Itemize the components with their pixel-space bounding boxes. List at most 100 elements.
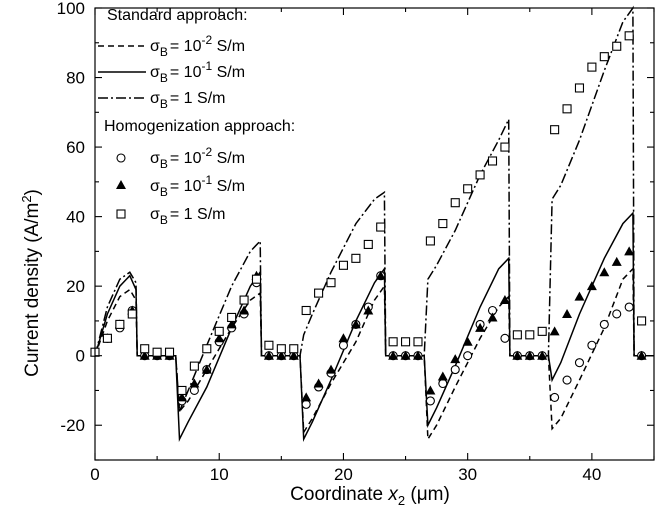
data-point-circle — [338, 340, 348, 350]
data-point-triangle — [338, 333, 349, 343]
x-tick-label: 0 — [90, 465, 99, 484]
data-point-square — [525, 330, 535, 340]
data-point-triangle — [276, 350, 287, 360]
series-line-dashdot — [94, 5, 654, 412]
x-tick-label: 10 — [210, 465, 229, 484]
data-point-triangle — [624, 246, 635, 256]
legend-entry-std-3: σB = 1 S/m — [150, 90, 225, 111]
data-point-square — [164, 347, 175, 357]
data-point-square — [338, 260, 348, 270]
data-point-square — [550, 125, 560, 135]
data-point-square — [326, 278, 336, 288]
data-point-circle — [463, 351, 473, 361]
data-point-square — [637, 316, 647, 326]
data-point-triangle — [363, 305, 374, 315]
y-tick-label: 60 — [66, 138, 85, 157]
axes: 0 10 20 30 40 -20 0 20 40 60 80 100 — [57, 0, 655, 484]
data-point-square — [388, 337, 398, 347]
legend-marker-circle — [116, 153, 126, 163]
data-point-square — [127, 309, 137, 319]
data-point-circle — [562, 375, 572, 385]
data-point-square — [438, 219, 448, 229]
data-point-circle — [450, 365, 460, 375]
legend-entry-std-2: σB = 10-1 S/m — [150, 59, 245, 85]
data-point-square — [189, 361, 199, 371]
y-axis-title: Current density (A/m2) — [19, 189, 43, 377]
data-point-circle — [612, 309, 622, 319]
data-point-triangle — [412, 350, 423, 360]
data-point-square — [587, 62, 597, 72]
data-point-square — [152, 347, 162, 357]
data-point-square — [363, 239, 373, 249]
y-tick-label: 40 — [66, 208, 85, 227]
legend-entry-std-1: σB = 10-2 S/m — [150, 33, 245, 59]
data-point-triangle — [450, 354, 461, 364]
data-point-triangle — [487, 312, 498, 322]
x-tick-label: 40 — [582, 465, 601, 484]
data-point-square — [512, 330, 522, 340]
data-point-triangle — [350, 319, 361, 329]
data-point-triangle — [524, 350, 535, 360]
data-point-square — [239, 295, 249, 305]
data-point-square — [301, 305, 311, 316]
data-point-square — [463, 184, 473, 194]
data-point-triangle — [263, 350, 274, 360]
legend-entry-hom-1: σB = 10-2 S/m — [150, 145, 245, 171]
data-point-square — [487, 156, 498, 166]
data-point-triangle — [611, 256, 622, 266]
data-point-square — [599, 52, 609, 62]
legend-group-standard-title: Standard approach: — [107, 7, 248, 24]
data-point-square — [102, 333, 112, 343]
data-point-triangle — [425, 385, 436, 395]
y-tick-label: 0 — [76, 347, 85, 366]
x-axis-title: Coordinate x2 (μm) — [290, 484, 450, 508]
legend-group-homogenization-title: Homogenization approach: — [104, 118, 295, 135]
data-point-triangle — [400, 350, 411, 360]
data-point-square — [202, 344, 212, 354]
y-tick-label: 20 — [66, 277, 85, 296]
data-point-circle — [500, 333, 510, 343]
data-point-triangle — [375, 270, 386, 280]
data-point-triangle — [139, 350, 150, 360]
data-point-triangle — [549, 326, 560, 336]
data-point-circle — [550, 392, 560, 402]
data-point-square — [289, 344, 299, 354]
legend: Standard approach: σB = 10-2 S/m σB = 10-1… — [98, 7, 295, 227]
legend-entry-hom-3: σB = 1 S/m — [150, 206, 225, 227]
legend-entry-hom-2: σB = 10-1 S/m — [150, 173, 245, 199]
data-point-circle — [301, 399, 311, 409]
legend-marker-triangle — [116, 180, 126, 189]
data-point-triangle — [462, 336, 473, 346]
x-tick-label: 20 — [334, 465, 353, 484]
data-point-circle — [189, 385, 199, 396]
data-point-square — [475, 170, 485, 180]
data-point-square — [376, 222, 386, 232]
y-tick-label: -20 — [60, 416, 85, 435]
data-point-triangle — [214, 333, 225, 343]
series-layer — [94, 5, 654, 443]
data-point-triangle — [636, 350, 647, 360]
data-point-square — [251, 274, 262, 284]
data-point-triangle — [475, 322, 486, 332]
data-point-triangle — [437, 371, 448, 381]
y-tick-label: 100 — [57, 0, 85, 18]
data-point-triangle — [239, 305, 250, 315]
data-point-square — [537, 326, 547, 336]
x-tick-label: 30 — [458, 465, 477, 484]
data-point-triangle — [388, 350, 399, 360]
legend-marker-square — [116, 209, 126, 219]
data-point-circle — [624, 302, 634, 312]
data-point-square — [413, 337, 423, 347]
data-point-triangle — [176, 392, 187, 402]
data-point-triangle — [288, 350, 299, 360]
plot-frame — [94, 7, 655, 461]
data-point-square — [450, 198, 460, 208]
data-point-circle — [599, 319, 609, 329]
data-point-square — [214, 326, 224, 336]
data-point-square — [425, 236, 435, 246]
data-point-triangle — [189, 378, 200, 388]
data-point-triangle — [562, 308, 573, 318]
data-point-triangle — [512, 350, 523, 360]
data-point-circle — [425, 396, 435, 406]
